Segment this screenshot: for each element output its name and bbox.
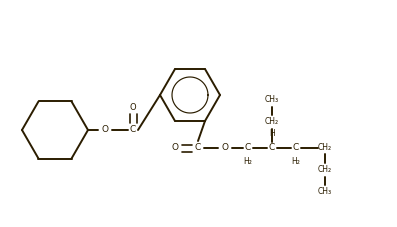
Text: H: H <box>269 129 275 138</box>
Text: C: C <box>269 143 275 153</box>
Text: CH₂: CH₂ <box>318 143 332 153</box>
Text: CH₃: CH₃ <box>265 96 279 104</box>
Text: H₂: H₂ <box>244 158 252 166</box>
Text: O: O <box>172 143 179 153</box>
Text: C: C <box>195 143 201 153</box>
Text: O: O <box>102 126 108 135</box>
Text: C: C <box>130 126 136 135</box>
Text: CH₃: CH₃ <box>318 188 332 197</box>
Text: O: O <box>222 143 229 153</box>
Text: O: O <box>130 103 136 111</box>
Text: C: C <box>293 143 299 153</box>
Text: CH₂: CH₂ <box>318 165 332 175</box>
Text: CH₂: CH₂ <box>265 118 279 126</box>
Text: C: C <box>245 143 251 153</box>
Text: H₂: H₂ <box>291 158 301 166</box>
